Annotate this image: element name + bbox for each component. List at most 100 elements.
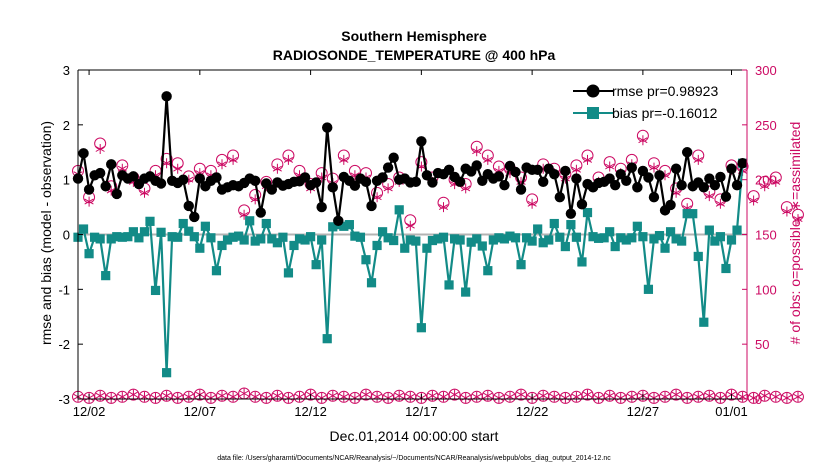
assimilated-marker [173, 163, 183, 174]
bias-point [643, 284, 654, 294]
bias-point [134, 233, 144, 243]
assimilated_bottom-marker [616, 392, 626, 403]
rmse-point [327, 182, 338, 193]
rmse-point [161, 91, 172, 102]
rmse-point [537, 176, 549, 188]
left-y-tick-label: -3 [58, 392, 70, 407]
rmse-point [626, 162, 638, 173]
bias-point [599, 233, 609, 243]
left-y-tick-label: 1 [63, 173, 70, 188]
bias-point [521, 233, 532, 243]
assimilated-marker [217, 159, 227, 170]
bias-point [200, 221, 210, 231]
bias-point [289, 240, 299, 251]
bias-point [272, 238, 282, 248]
assimilated_bottom-marker [749, 392, 759, 403]
tick-group: 12/02 12/07 12/12 12/17 12/22 12/27 01/01 -3 -2 -… [58, 63, 776, 419]
bias-point [654, 230, 665, 241]
assimilated_bottom-marker [593, 392, 604, 403]
rmse-point [532, 164, 543, 175]
assimilated_bottom-marker [582, 389, 593, 400]
rmse-point [111, 188, 122, 200]
assimilated_bottom-marker [350, 392, 360, 403]
right-y-tick-label: 50 [755, 337, 769, 352]
assimilated_bottom-marker [737, 391, 748, 402]
bias-point [477, 241, 487, 251]
legend-bias-label: bias pr=-0.16012 [612, 105, 718, 121]
right-y-tick-label: 300 [755, 63, 777, 78]
bias-point [699, 317, 709, 327]
left-y-tick-label: -1 [58, 282, 70, 297]
rmse-point [471, 160, 482, 171]
rmse-point [388, 152, 399, 163]
assimilated_bottom-marker [494, 392, 504, 403]
rmse-point [571, 173, 582, 184]
rmse-point [360, 176, 372, 188]
bias-point [488, 235, 498, 245]
rmse-point [255, 207, 266, 218]
chart-subtitle: RADIOSONDE_TEMPERATURE @ 400 hPa [273, 47, 556, 63]
bias-point [444, 280, 454, 290]
bias-point [267, 234, 277, 244]
assimilated_bottom-marker [516, 389, 526, 400]
rmse-point [576, 199, 588, 210]
rmse-point [643, 172, 654, 183]
assimilated_bottom-marker [715, 392, 725, 403]
bias-point [95, 234, 105, 244]
assimilated-marker [383, 183, 393, 194]
possible_bottom-marker [670, 388, 683, 401]
assimilated_bottom-marker [372, 391, 382, 402]
possible_bottom-marker [227, 390, 240, 403]
assimilated_bottom-marker [383, 392, 393, 403]
x-tick-label: 01/01 [715, 404, 748, 419]
bias-point [355, 232, 366, 242]
rmse-point [698, 182, 710, 193]
bias-point [665, 227, 676, 237]
left-y-tick-label: -2 [58, 337, 70, 352]
bias-point [555, 232, 565, 242]
bias-point [660, 243, 670, 253]
assimilated-marker [649, 162, 659, 173]
right-y-axis-label: # of obs: o=possible; ∗=assimilated [787, 122, 803, 345]
assimilated-marker [638, 135, 648, 146]
bias-point [305, 232, 316, 242]
assimilated_bottom-marker [339, 391, 349, 402]
assimilated-marker [139, 187, 150, 198]
assimilated_bottom-marker [128, 389, 138, 400]
bias-point [549, 218, 559, 229]
rmse-point [709, 179, 721, 191]
rmse-point [670, 163, 682, 174]
assimilated-marker [483, 154, 493, 165]
right-y-tick-label: 0 [755, 392, 762, 407]
bias-point [217, 240, 227, 251]
bias-point [461, 287, 471, 297]
rmse-point [621, 175, 632, 186]
assimilated-marker [405, 220, 415, 231]
legend-rmse-marker [586, 84, 600, 98]
rmse-point [310, 177, 322, 188]
assimilated-marker [749, 195, 759, 206]
bias-point [184, 226, 194, 236]
bias-point [90, 232, 100, 242]
rmse-point [427, 177, 438, 188]
rmse-point [681, 147, 693, 158]
bias-point [372, 240, 382, 251]
bias-point [566, 220, 576, 230]
bias-point [145, 216, 155, 226]
assimilated-marker [228, 154, 238, 165]
x-tick-label: 12/22 [516, 404, 549, 419]
assimilated-marker [582, 154, 593, 165]
rmse-point [128, 171, 139, 182]
bias-point [544, 235, 554, 245]
bias-point [339, 221, 349, 231]
bias-point [427, 235, 438, 246]
assimilated-marker [571, 164, 582, 175]
bias-point [582, 207, 593, 218]
bias-point [389, 235, 399, 246]
bias-point [505, 231, 515, 241]
bias-point [411, 236, 421, 246]
rmse-point [316, 201, 327, 213]
bias-point [577, 257, 587, 267]
bias-point [256, 234, 266, 244]
bias-point [721, 263, 731, 274]
